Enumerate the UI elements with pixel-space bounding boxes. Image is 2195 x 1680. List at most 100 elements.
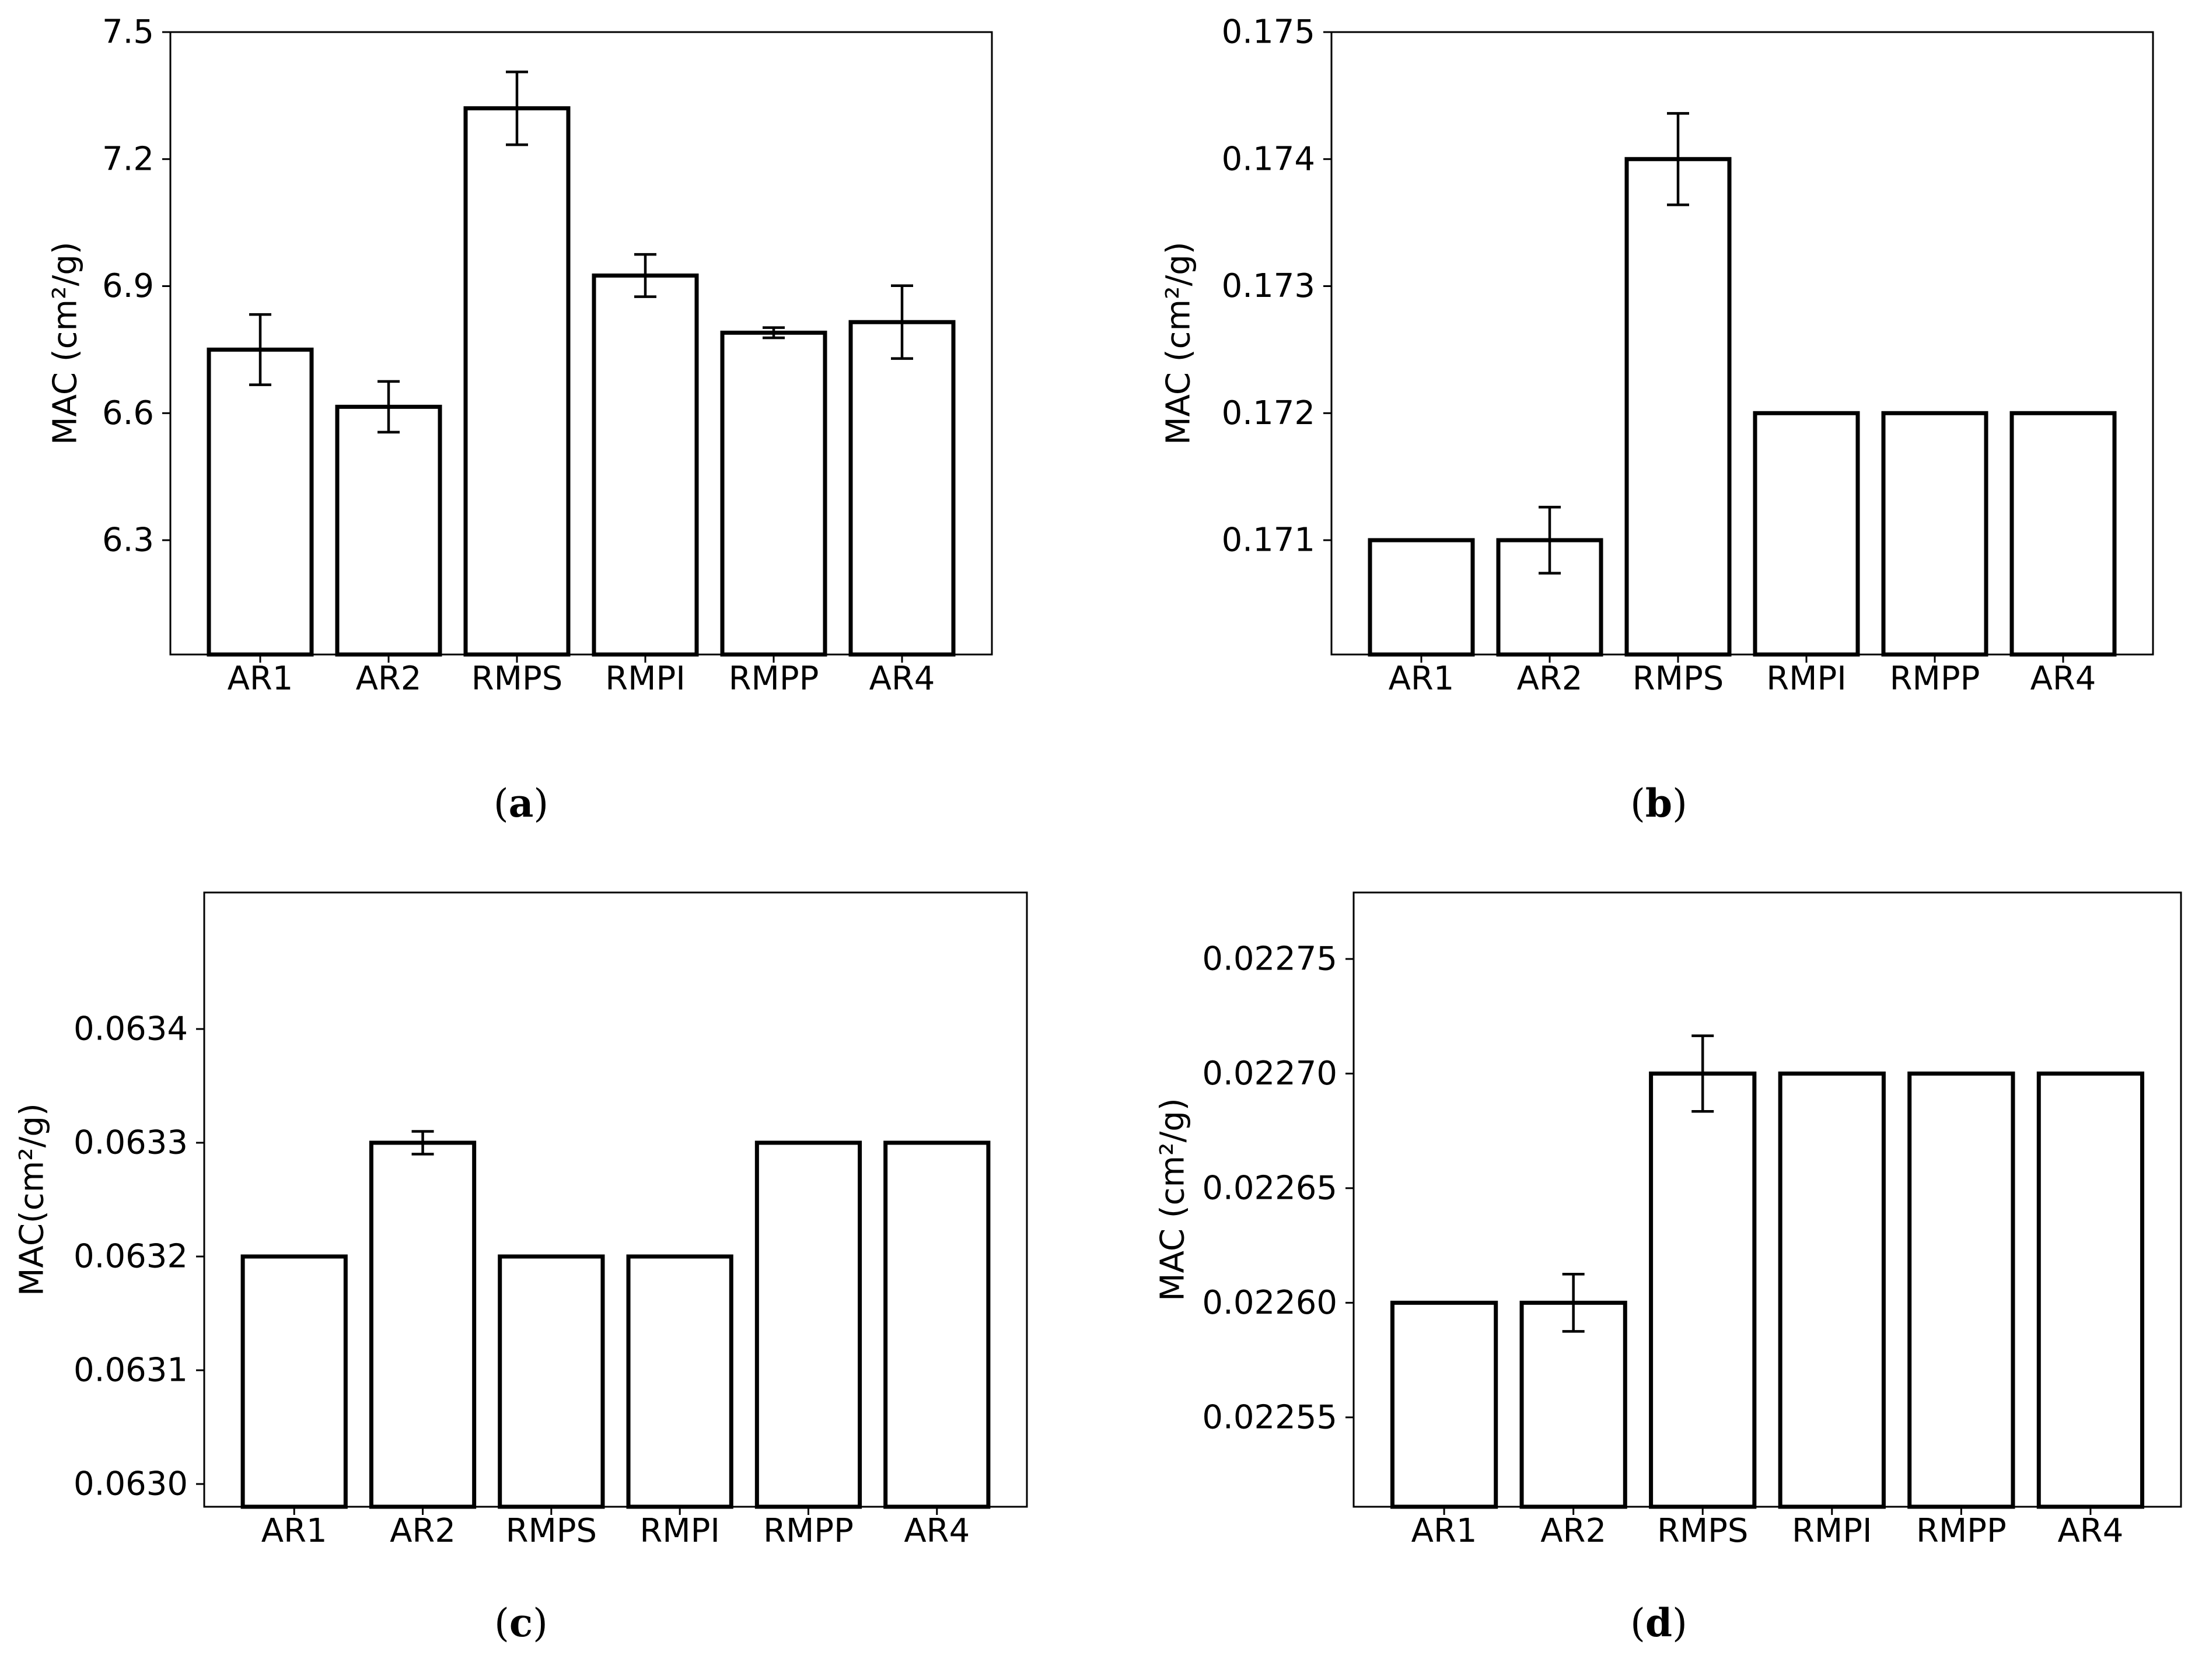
panel-caption: (c) — [494, 1600, 548, 1646]
bar-ar4 — [2036, 1071, 2145, 1509]
y-tick-label: 6.3 — [102, 522, 154, 559]
y-tick-label: 0.0631 — [74, 1352, 188, 1390]
bar-ar4 — [848, 320, 956, 657]
bar-ar1 — [240, 1254, 348, 1509]
y-tick-label: 0.02260 — [1202, 1284, 1337, 1322]
y-tick-label: 6.6 — [102, 394, 154, 432]
plot-frame — [203, 891, 1028, 1508]
y-tick-label: 0.171 — [1222, 522, 1315, 559]
x-tick-label-rmpi: RMPI — [1766, 660, 1847, 698]
bar-ar2 — [335, 404, 442, 657]
error-bar-rmps — [1667, 112, 1689, 206]
y-axis-label: MAC(cm²/g) — [13, 1103, 51, 1296]
y-tick-label: 0.175 — [1222, 13, 1315, 51]
y-tick-label: 0.02265 — [1202, 1169, 1337, 1207]
caption-open-paren: ( — [494, 781, 509, 826]
x-tick-label-ar1: AR1 — [1411, 1512, 1477, 1550]
plot-frame — [1352, 891, 2182, 1508]
error-bar-rmpp — [763, 326, 785, 340]
x-tick-label-ar1: AR1 — [261, 1512, 327, 1550]
x-tick-label-ar4: AR4 — [869, 660, 935, 698]
x-tick-label-rmpi: RMPI — [605, 660, 686, 698]
x-tick-label-rmpp: RMPP — [763, 1512, 854, 1550]
x-tick-label-ar2: AR2 — [1540, 1512, 1606, 1550]
y-tick-label: 0.173 — [1222, 267, 1315, 305]
error-bar-ar2 — [378, 380, 400, 434]
x-tick-label-ar4: AR4 — [2057, 1512, 2123, 1550]
bar-ar1 — [1390, 1300, 1498, 1509]
x-tick-label-rmpp: RMPP — [729, 660, 819, 698]
y-tick-label: 0.0634 — [74, 1010, 188, 1048]
bar-rmpp — [1881, 411, 1988, 657]
caption-open-paren: ( — [1630, 1601, 1645, 1646]
bar-ar4 — [883, 1140, 991, 1509]
y-tick-label: 0.174 — [1222, 140, 1315, 178]
y-tick-label: 0.172 — [1222, 394, 1315, 432]
x-tick-label-ar2: AR2 — [1517, 660, 1583, 698]
y-axis-label: MAC (cm²/g) — [47, 242, 85, 444]
error-bar-rmpi — [634, 253, 656, 298]
error-bar-ar2 — [411, 1130, 434, 1156]
x-tick-label-rmpi: RMPI — [639, 1512, 720, 1550]
y-tick-label: 7.5 — [102, 13, 154, 51]
x-tick-label-rmps: RMPS — [1633, 660, 1724, 698]
caption-close-paren: ) — [533, 1601, 548, 1646]
error-bar-ar2 — [1539, 506, 1561, 575]
panel-caption: (b) — [1630, 780, 1687, 826]
x-tick-label-rmps: RMPS — [1657, 1512, 1749, 1550]
x-tick-label-ar2: AR2 — [356, 660, 422, 698]
panel-caption: (d) — [1630, 1600, 1687, 1646]
bar-rmpp — [754, 1140, 862, 1509]
caption-close-paren: ) — [1672, 1601, 1687, 1646]
error-bar-ar1 — [249, 313, 271, 386]
bar-rmps — [1624, 157, 1732, 657]
bar-rmpp — [720, 330, 827, 657]
y-tick-label: 0.0632 — [74, 1238, 188, 1276]
caption-open-paren: ( — [1630, 781, 1645, 826]
y-tick-label: 0.02255 — [1202, 1398, 1337, 1436]
bar-ar2 — [369, 1140, 477, 1509]
bar-rmpi — [1753, 411, 1860, 657]
y-axis-label: MAC (cm²/g) — [1160, 242, 1198, 444]
x-tick-label-ar4: AR4 — [904, 1512, 970, 1550]
error-bar-ar4 — [891, 284, 913, 360]
x-tick-label-rmps: RMPS — [471, 660, 563, 698]
y-axis-label: MAC (cm²/g) — [1154, 1098, 1192, 1301]
y-tick-label: 6.9 — [102, 267, 154, 305]
bar-ar4 — [2009, 411, 2117, 657]
bar-ar1 — [1368, 538, 1475, 657]
bar-rmpp — [1907, 1071, 2015, 1509]
caption-letter: d — [1645, 1600, 1672, 1646]
bar-rmps — [1649, 1071, 1757, 1509]
x-tick-label-rmpi: RMPI — [1792, 1512, 1872, 1550]
caption-letter: a — [509, 780, 534, 826]
caption-close-paren: ) — [533, 781, 548, 826]
x-tick-label-ar1: AR1 — [1389, 660, 1455, 698]
plot-frame — [1330, 31, 2154, 656]
caption-open-paren: ( — [494, 1601, 509, 1646]
error-bar-rmps — [1691, 1034, 1714, 1113]
y-tick-label: 0.0633 — [74, 1124, 188, 1162]
y-tick-label: 7.2 — [102, 140, 154, 178]
x-tick-label-ar4: AR4 — [2030, 660, 2096, 698]
y-tick-label: 0.02275 — [1202, 940, 1337, 978]
caption-letter: b — [1645, 780, 1672, 826]
caption-close-paren: ) — [1672, 781, 1687, 826]
bar-rmpi — [626, 1254, 733, 1509]
x-tick-label-rmpp: RMPP — [1916, 1512, 2007, 1550]
bar-rmpi — [592, 273, 699, 657]
y-tick-label: 0.02270 — [1202, 1055, 1337, 1093]
chart-panel-c: 0.0630 0.0631 0.0632 0.0633 0.0634 AR1 AR2 RMPS… — [13, 891, 1028, 1646]
error-bar-rmps — [506, 70, 528, 146]
x-tick-label-ar2: AR2 — [390, 1512, 456, 1550]
panel-caption: (a) — [494, 780, 548, 826]
x-tick-label-ar1: AR1 — [228, 660, 293, 698]
bar-rmpi — [1778, 1071, 1886, 1509]
x-tick-label-rmpp: RMPP — [1890, 660, 1980, 698]
chart-panel-d: 0.02255 0.02260 0.02265 0.02270 0.02275 AR1 AR… — [1154, 891, 2182, 1646]
x-tick-label-rmps: RMPS — [506, 1512, 597, 1550]
chart-panel-b: 0.171 0.172 0.173 0.174 0.175 AR1 AR2 RMPS RMPI R… — [1160, 13, 2154, 826]
bar-ar2 — [1519, 1300, 1627, 1509]
caption-letter: c — [509, 1600, 533, 1646]
